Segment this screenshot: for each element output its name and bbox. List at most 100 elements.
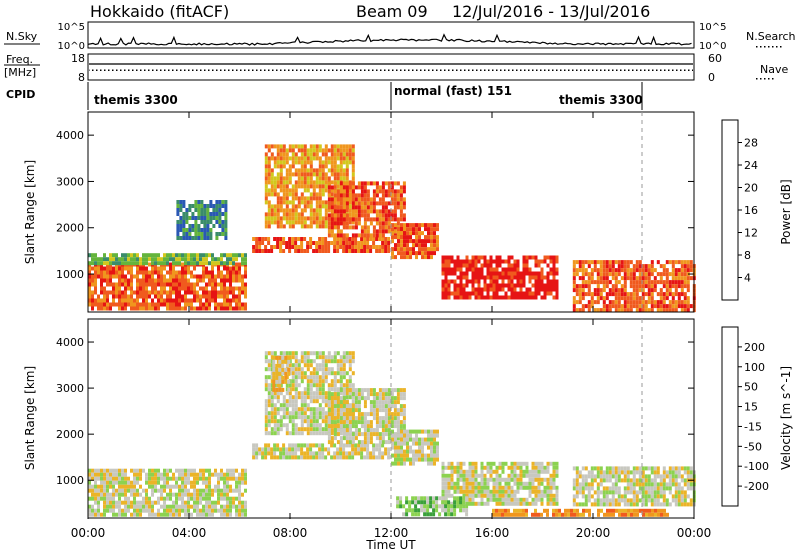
power-cell-region-4 (345, 213, 349, 218)
velocity-cell-region-6 (641, 490, 645, 495)
power-cell-region-8 (188, 228, 192, 232)
velocity-cell-region-5 (555, 501, 559, 506)
power-cell-region-0 (154, 282, 157, 287)
velocity-cell-region-0 (151, 472, 154, 477)
power-cell-region-8 (209, 200, 213, 204)
power-cell-region-6 (474, 287, 478, 292)
velocity-cell-region-5 (459, 489, 463, 494)
power-cell-region-7 (635, 308, 639, 313)
power-cell-region-5 (430, 235, 433, 240)
velocity-cell-region-4 (412, 449, 415, 454)
power-cell-region-0 (217, 306, 220, 311)
power-cell-region-3 (339, 176, 343, 181)
power-cell-region-5 (412, 231, 415, 236)
velocity-cell-region-6 (674, 478, 678, 483)
velocity-cell-region-3 (366, 388, 370, 393)
velocity-cell-region-1 (375, 455, 379, 460)
velocity-cell-region-4 (406, 445, 409, 450)
power-cell-region-3 (282, 148, 286, 153)
power-cell-region-7 (632, 304, 636, 309)
velocity-cell-region-3 (375, 432, 379, 437)
power-cell-region-4 (378, 217, 382, 222)
power-cell-region-8 (176, 236, 180, 240)
power-cell-region-6 (546, 263, 550, 268)
velocity-cell-region-2 (324, 363, 328, 368)
power-cell-region-7 (623, 292, 627, 297)
power-cell-region-7 (623, 304, 627, 309)
velocity-cell-region-1 (279, 451, 283, 456)
power-cell-region-3 (339, 172, 343, 177)
velocity-cell-region-6 (587, 482, 591, 487)
velocity-cell-region-4 (397, 457, 400, 462)
power-cell-region-7 (665, 308, 669, 313)
power-cell-region-3 (303, 156, 307, 161)
power-cell-region-1 (202, 253, 205, 258)
power-cell-region-7 (584, 304, 588, 309)
velocity-cell-region-2 (336, 419, 340, 424)
velocity-cell-region-2 (330, 383, 334, 388)
power-cell-region-0 (145, 270, 148, 275)
power-cell-region-6 (534, 291, 538, 296)
velocity-cell-region-2 (342, 359, 346, 364)
velocity-cell-region-3 (363, 432, 367, 437)
velocity-cell-region-3 (336, 440, 340, 445)
power-cell-region-4 (336, 229, 340, 234)
velocity-cell-region-2 (264, 407, 268, 412)
velocity-cell-region-5 (549, 497, 553, 502)
power-cell-region-7 (629, 260, 633, 265)
velocity-cell-region-0 (187, 508, 190, 513)
velocity-cell-region-5 (462, 493, 466, 498)
velocity-cell-region-6 (653, 490, 657, 495)
power-cell-region-7 (614, 292, 618, 297)
power-cell-region-0 (88, 270, 91, 275)
velocity-cell-region-5 (555, 485, 559, 490)
velocity-cell-region-3 (345, 432, 349, 437)
velocity-cell-region-1 (369, 451, 373, 456)
velocity-cell-region-6 (644, 498, 648, 503)
power-cell-region-3 (348, 156, 352, 161)
power-cell-region-3 (294, 216, 298, 221)
velocity-cell-region-0 (241, 512, 244, 517)
velocity-cell-region-4 (409, 449, 412, 454)
velocity-cell-region-1 (285, 451, 289, 456)
power-cell-region-4 (399, 205, 403, 210)
power-cell-region-3 (342, 172, 346, 177)
power-cell-region-7 (623, 268, 627, 273)
velocity-cell-region-6 (578, 482, 582, 487)
power-cell-region-3 (324, 160, 328, 165)
velocity-cell-region-6 (635, 478, 639, 483)
power-cell-region-3 (318, 160, 322, 165)
velocity-cell-region-5 (480, 469, 484, 474)
velocity-cell-region-2 (294, 379, 298, 384)
power-cell-region-7 (665, 268, 669, 273)
power-cell-region-8 (206, 236, 210, 240)
velocity-cell-region-0 (160, 484, 163, 489)
velocity-cell-region-2 (318, 403, 322, 408)
power-cell-region-7 (680, 276, 684, 281)
velocity-cell-region-0 (205, 468, 208, 473)
velocity-cell-region-2 (318, 351, 322, 356)
velocity-cell-region-0 (118, 480, 121, 485)
velocity-cell-region-6 (617, 502, 621, 507)
power-cell-region-5 (433, 247, 436, 252)
power-cell-region-3 (309, 160, 313, 165)
power-cell-region-7 (581, 288, 585, 293)
power-cell-region-1 (145, 257, 148, 262)
velocity-cell-region-2 (300, 391, 304, 396)
power-cell-region-0 (157, 274, 160, 279)
velocity-cell-region-2 (306, 375, 310, 380)
power-cell-region-3 (291, 196, 295, 201)
power-cell-region-6 (507, 283, 511, 288)
power-cell-region-7 (590, 292, 594, 297)
velocity-cell-region-5 (471, 497, 475, 502)
velocity-cell-region-2 (318, 379, 322, 384)
velocity-cell-region-2 (321, 351, 325, 356)
power-cell-region-1 (175, 253, 178, 258)
power-cell-region-4 (399, 197, 403, 202)
power-cell-region-0 (97, 266, 100, 271)
power-cell-region-7 (611, 284, 615, 289)
power-cell-region-3 (321, 192, 325, 197)
power-cell-region-0 (142, 282, 145, 287)
velocity-cell-region-0 (178, 496, 181, 501)
velocity-cell-region-0 (193, 496, 196, 501)
